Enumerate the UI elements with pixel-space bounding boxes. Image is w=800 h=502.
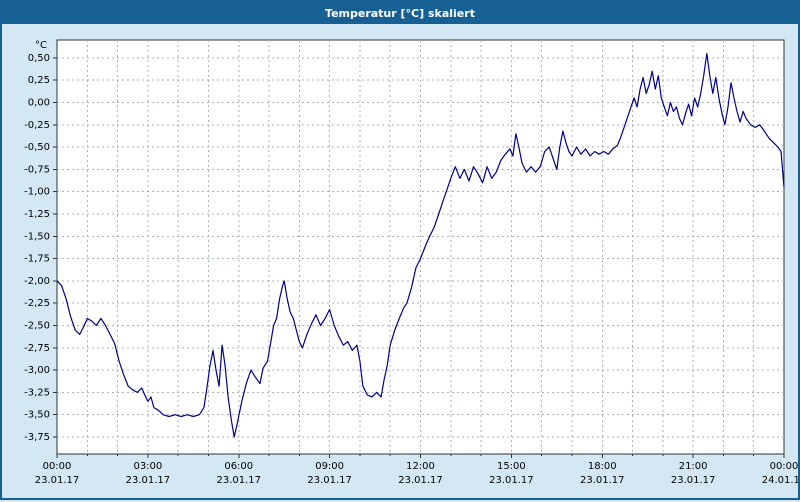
x-tick-time-label: 00:00 [43, 461, 72, 472]
y-axis-unit-label: °C [35, 40, 47, 51]
x-tick-time-label: 18:00 [588, 461, 617, 472]
x-tick-date-label: 23.01.17 [307, 475, 352, 486]
y-tick-label: -3,50 [24, 410, 50, 421]
y-tick-label: -2,25 [24, 298, 50, 309]
x-tick-date-label: 23.01.17 [489, 475, 534, 486]
temperature-line-chart: 0,50 0,25 0,00 -0,25 -0,50 -0,75 -1,00 -1,25 -1,… [24, 39, 800, 486]
y-tick-label: -2,00 [24, 276, 50, 287]
y-tick-label: -2,50 [24, 321, 50, 332]
x-tick-time-label: 21:00 [679, 461, 708, 472]
window-titlebar[interactable]: Temperatur [°C] skaliert [2, 2, 798, 24]
x-tick-date-label: 23.01.17 [580, 475, 625, 486]
y-tick-label: -1,25 [24, 209, 50, 220]
x-tick-date-label: 23.01.17 [398, 475, 443, 486]
y-tick-label: -0,75 [24, 164, 50, 175]
chart-area: 0,50 0,25 0,00 -0,25 -0,50 -0,75 -1,00 -1,25 -1,… [2, 24, 800, 498]
y-tick-label: 0,50 [28, 53, 50, 64]
temperature-series-line [56, 52, 785, 438]
y-tick-label: 0,25 [28, 75, 50, 86]
y-tick-label: -3,25 [24, 387, 50, 398]
y-tick-label: -3,00 [24, 365, 50, 376]
y-tick-label: -3,75 [24, 432, 50, 443]
x-tick-time-label: 00:00 [770, 461, 798, 472]
x-tick-date-label: 23.01.17 [216, 475, 261, 486]
x-tick-date-label: 23.01.17 [35, 475, 80, 486]
y-tick-label: -0,25 [24, 120, 50, 131]
x-tick-date-label: 23.01.17 [671, 475, 716, 486]
window-title: Temperatur [°C] skaliert [325, 6, 475, 20]
x-tick-time-label: 09:00 [315, 461, 344, 472]
x-tick-time-label: 03:00 [133, 461, 162, 472]
y-tick-label: -1,50 [24, 231, 50, 242]
y-tick-label: -1,00 [24, 187, 50, 198]
x-tick-time-label: 12:00 [406, 461, 435, 472]
y-tick-label: -1,75 [24, 254, 50, 265]
x-tick-time-label: 15:00 [497, 461, 526, 472]
x-tick-date-label: 23.01.17 [126, 475, 171, 486]
x-tick-date-label: 24.01.17 [762, 475, 798, 486]
y-tick-label: -0,50 [24, 142, 50, 153]
x-tick-time-label: 06:00 [224, 461, 253, 472]
y-tick-label: 0,00 [28, 97, 50, 108]
y-tick-label: -2,75 [24, 343, 50, 354]
